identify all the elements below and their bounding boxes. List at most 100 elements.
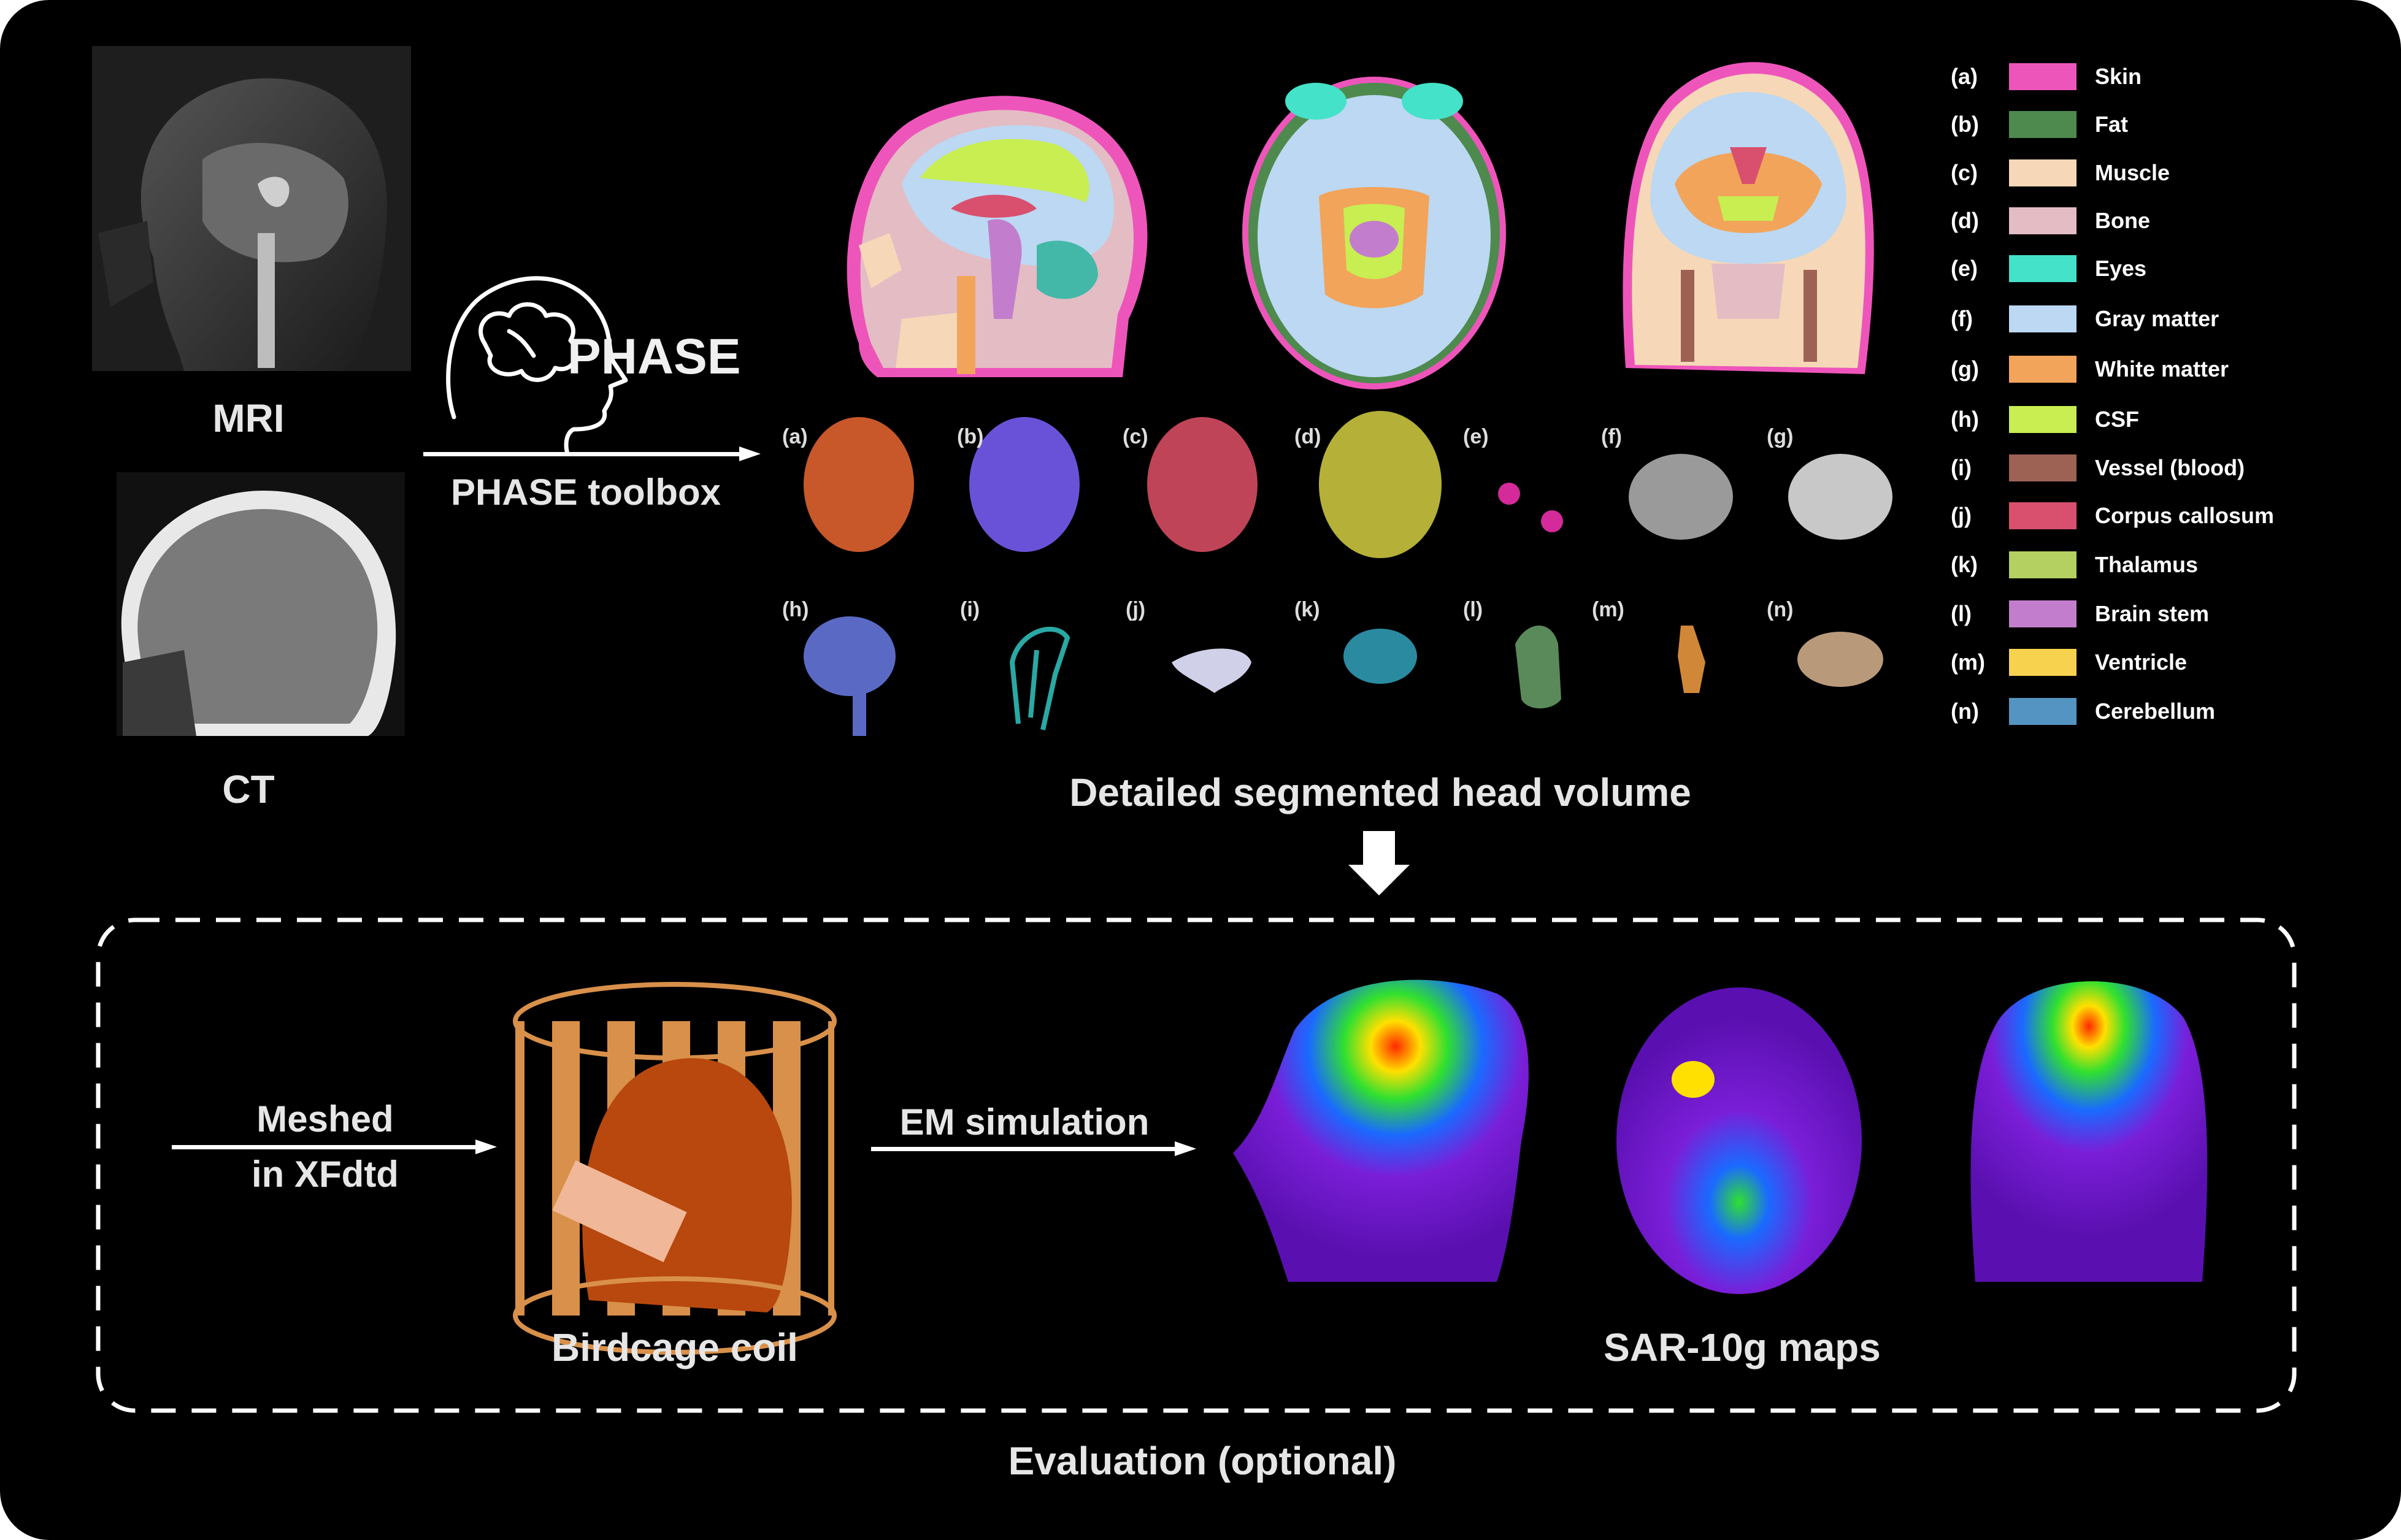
birdcage-coil-label: Birdcage coil [551,1325,798,1370]
legend-code: (n) [1951,699,1979,724]
segmented-sagittal-slice [847,96,1148,377]
mri-label: MRI [212,396,285,440]
tissue-render-e [1498,483,1563,532]
legend-swatch [2009,356,2076,383]
legend-swatch [2009,406,2076,433]
ct-label: CT [222,767,275,811]
legend-code: (g) [1951,356,1979,381]
legend-name: Eyes [2095,256,2147,281]
legend-item-vessel-blood: (i) Vessel (blood) [1951,453,2245,483]
em-simulation-label: EM simulation [899,1101,1150,1143]
legend-code: (a) [1951,64,1978,89]
legend-swatch [2009,159,2076,186]
tissue-code-m: (m) [1592,598,1624,621]
tissue-code-k: (k) [1294,598,1320,621]
legend-item-corpus-callosum: (j) Corpus callosum [1951,500,2274,531]
phase-head-icon [446,276,628,456]
ct-image [117,472,405,736]
sar-map-sagittal [1233,979,1529,1282]
tissue-render-l [1515,626,1561,708]
legend-name: Vessel (blood) [2095,455,2245,480]
legend-name: Thalamus [2095,552,2199,577]
tissue-render-b [969,417,1080,552]
birdcage-coil [513,982,837,1355]
legend-swatch [2009,255,2076,282]
legend-item-skin: (a) Skin [1951,61,2142,92]
meshed-label-line2: in XFdtd [252,1154,399,1195]
legend-swatch [2009,600,2076,627]
legend-item-white-matter: (g) White matter [1951,354,2229,385]
phase-logo-text: PHASE [567,329,741,385]
tissue-render-f [1629,454,1733,540]
legend-code: (m) [1951,649,1985,675]
legend-item-csf: (h) CSF [1951,404,2139,435]
legend-code: (j) [1951,503,1972,528]
legend-item-cerebellum: (n) Cerebellum [1951,696,2215,727]
tissue-code-n: (n) [1767,598,1794,621]
legend-name: Corpus callosum [2095,503,2275,528]
tissue-code-l: (l) [1463,598,1483,621]
legend-item-thalamus: (k) Thalamus [1951,550,2198,580]
legend-swatch [2009,454,2076,481]
sar-map-coronal [1970,981,2208,1282]
tissue-render-m [1678,626,1705,693]
segmented-axial-slice [1242,77,1506,389]
legend-item-fat: (b) Fat [1951,109,2128,140]
tissue-code-a: (a) [782,425,808,448]
legend-swatch [2009,502,2076,529]
down-arrow [1348,831,1410,895]
phase-toolbox-label: PHASE toolbox [450,472,721,513]
legend-name: Cerebellum [2095,699,2216,724]
legend-swatch [2009,551,2076,578]
evaluation-label: Evaluation (optional) [1008,1439,1397,1483]
legend-swatch [2009,649,2076,676]
legend-name: Brain stem [2095,601,2210,626]
evaluation-box [96,917,2297,1413]
legend-item-gray-matter: (f) Gray matter [1951,304,2219,334]
segmented-coronal-slice [1623,62,1874,374]
tissue-code-e: (e) [1463,425,1489,448]
legend-code: (c) [1951,160,1978,185]
meshed-arrow [172,1140,497,1154]
legend-code: (k) [1951,552,1978,577]
legend-name: Bone [2095,208,2150,233]
tissue-render-i [1009,626,1070,730]
legend-name: Gray matter [2095,306,2219,331]
legend-name: CSF [2095,407,2139,432]
legend-item-muscle: (c) Muscle [1951,158,2170,188]
legend-swatch [2009,207,2076,234]
tissue-render-a [804,417,914,552]
legend-code: (h) [1951,407,1979,432]
legend-code: (b) [1951,112,1979,137]
legend-name: Muscle [2095,160,2170,185]
legend-code: (d) [1951,208,1979,233]
tissue-code-j: (j) [1126,598,1146,621]
legend-swatch [2009,111,2076,138]
tissue-render-d [1319,411,1442,558]
sar-maps-label: SAR-10g maps [1604,1325,1881,1370]
legend-code: (i) [1951,455,1972,480]
tissue-render-j [1172,648,1251,693]
tissue-code-b: (b) [957,425,984,448]
legend-swatch [2009,698,2076,725]
tissue-code-c: (c) [1123,425,1148,448]
tissue-render-h [804,616,896,736]
legend-code: (e) [1951,256,1978,281]
legend-item-eyes: (e) Eyes [1951,253,2146,284]
em-simulation-arrow [871,1141,1196,1156]
tissue-render-n [1797,632,1883,687]
legend-item-brain-stem: (l) Brain stem [1951,599,2209,629]
tissue-render-c [1147,417,1258,552]
legend-swatch [2009,305,2076,332]
legend-code: (l) [1951,601,1972,626]
mri-image [92,46,411,371]
tissue-code-i: (i) [960,598,980,621]
legend-code: (f) [1951,306,1973,331]
meshed-label-line1: Meshed [256,1098,394,1140]
legend-item-bone: (d) Bone [1951,205,2150,236]
tissue-render-k [1343,629,1417,684]
legend-swatch [2009,63,2076,90]
tissue-code-h: (h) [782,598,809,621]
tissue-render-g [1788,454,1892,540]
